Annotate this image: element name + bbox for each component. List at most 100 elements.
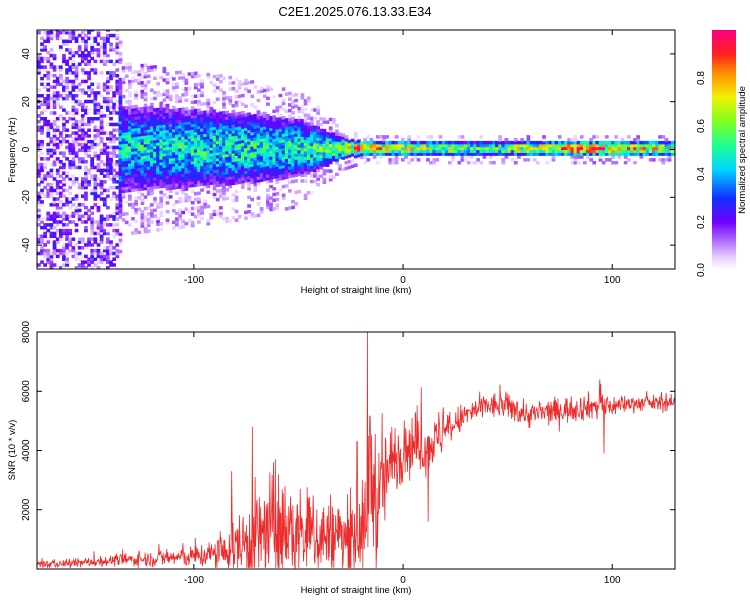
spectrogram-cell [234, 166, 239, 171]
spectrogram-cell [121, 149, 126, 153]
spectrogram-cell [206, 72, 211, 77]
spectrogram-cell [52, 65, 57, 69]
spectrogram-cell [55, 33, 60, 38]
spectrogram-cell [297, 169, 302, 174]
spectrogram-cell [517, 155, 521, 159]
spectrogram-cell [96, 108, 101, 112]
spectrogram-cell [272, 207, 277, 211]
spectrogram-cell [542, 152, 546, 156]
spectrogram-cell [99, 114, 104, 118]
spectrogram-cell [253, 85, 258, 89]
spectrogram-cell [382, 140, 386, 145]
spectrogram-cell [388, 149, 393, 153]
spectrogram-cell [68, 248, 73, 253]
spectrogram-cell [43, 122, 48, 127]
spectrogram-cell [291, 179, 295, 184]
spectrogram-cell [124, 212, 129, 216]
spectrogram-cell [109, 88, 113, 92]
spectrogram-cell [68, 111, 73, 115]
spectrogram-cell [222, 191, 226, 195]
spectrogram-cell [347, 154, 352, 158]
spectrogram-cell [595, 143, 600, 148]
spectrogram-cell [80, 194, 85, 198]
snr-y-tick-label: 2000 [21, 498, 32, 521]
spectrogram-cell [240, 168, 245, 172]
spectrogram-cell [215, 120, 220, 124]
spectrogram-cell [250, 149, 255, 153]
spectrogram-cell [134, 104, 139, 109]
spectrogram-cell [291, 145, 295, 149]
spectrogram-cell [134, 173, 139, 178]
spectrogram-cell [240, 185, 245, 190]
spectrogram-cell [247, 204, 251, 208]
spectrogram-cell [281, 176, 286, 180]
spectrogram-cell [673, 140, 675, 145]
spectrogram-cell [127, 154, 132, 158]
spectrogram-cell [127, 177, 132, 181]
spectrogram-cell [62, 117, 66, 121]
spectrogram-cell [52, 122, 57, 127]
spectrogram-cell [203, 121, 208, 126]
spectrogram-cell [215, 146, 220, 150]
spectrogram-cell [137, 178, 142, 183]
spectrogram-cell [137, 167, 142, 171]
spectrogram-cell [84, 194, 88, 198]
spectrogram-cell [134, 127, 139, 132]
spectrogram-cell [228, 153, 233, 157]
spectrogram-cell [416, 149, 421, 153]
spectrogram-cell [131, 171, 135, 175]
spectrogram-cell [143, 72, 148, 76]
spectrogram-cell [309, 128, 314, 132]
spectrogram-cell [316, 134, 320, 138]
spectrogram-cell [99, 105, 104, 109]
spectrogram-cell [112, 177, 117, 181]
spectrogram-cell [228, 179, 233, 183]
spectrogram-cell [62, 162, 66, 167]
spectrogram-cell [313, 165, 317, 170]
spectrogram-cell [58, 76, 63, 81]
spectrogram-cell [366, 135, 371, 139]
spectrogram-cell [52, 225, 57, 230]
spectrogram-cell [65, 223, 69, 227]
spectrogram-cell [215, 157, 220, 162]
spectrogram-cell [357, 153, 361, 158]
spectrogram-cell [93, 165, 98, 170]
spectrogram-cell [212, 117, 217, 122]
spectrogram-cell [46, 248, 51, 253]
spectrogram-cell [37, 171, 41, 175]
spectrogram-cell [372, 155, 377, 159]
spectrogram-cell [90, 248, 95, 253]
spectrogram-cell [146, 163, 151, 167]
spectrogram-cell [137, 156, 142, 160]
spectrogram-cell [109, 122, 113, 127]
spectrogram-cell [291, 136, 295, 141]
spectrogram-cell [58, 139, 63, 144]
spectrogram-cell [303, 196, 308, 201]
spectrogram-cell [127, 183, 132, 187]
spectrogram-cell [369, 143, 374, 148]
spectrogram-cell [121, 135, 126, 139]
spectrogram-cell [137, 127, 142, 131]
spectrogram-cell [309, 148, 314, 152]
spectrogram-cell [149, 128, 154, 133]
spectrogram-cell [80, 88, 85, 92]
spectrogram-cell [404, 146, 408, 151]
spectrogram-cell [49, 251, 54, 256]
spectrogram-cell [119, 273, 123, 276]
spectrogram-cell [175, 168, 179, 172]
spectrogram-cell [140, 132, 145, 137]
spectrogram-cell [159, 181, 164, 186]
spectrogram-cell [62, 108, 66, 112]
spectrogram-cell [109, 134, 113, 138]
spectrogram-cell [639, 140, 644, 145]
spectrogram-cell [46, 82, 51, 87]
spectrogram-cell [347, 142, 352, 147]
spectrogram-cell [360, 155, 364, 160]
spectrogram-cell [272, 198, 277, 202]
spectrogram-cell [639, 149, 644, 153]
spectrogram-cell [165, 141, 170, 145]
spectrogram-cell [614, 160, 619, 165]
spectrogram-cell [564, 149, 568, 153]
spectrogram-cell [74, 99, 79, 104]
